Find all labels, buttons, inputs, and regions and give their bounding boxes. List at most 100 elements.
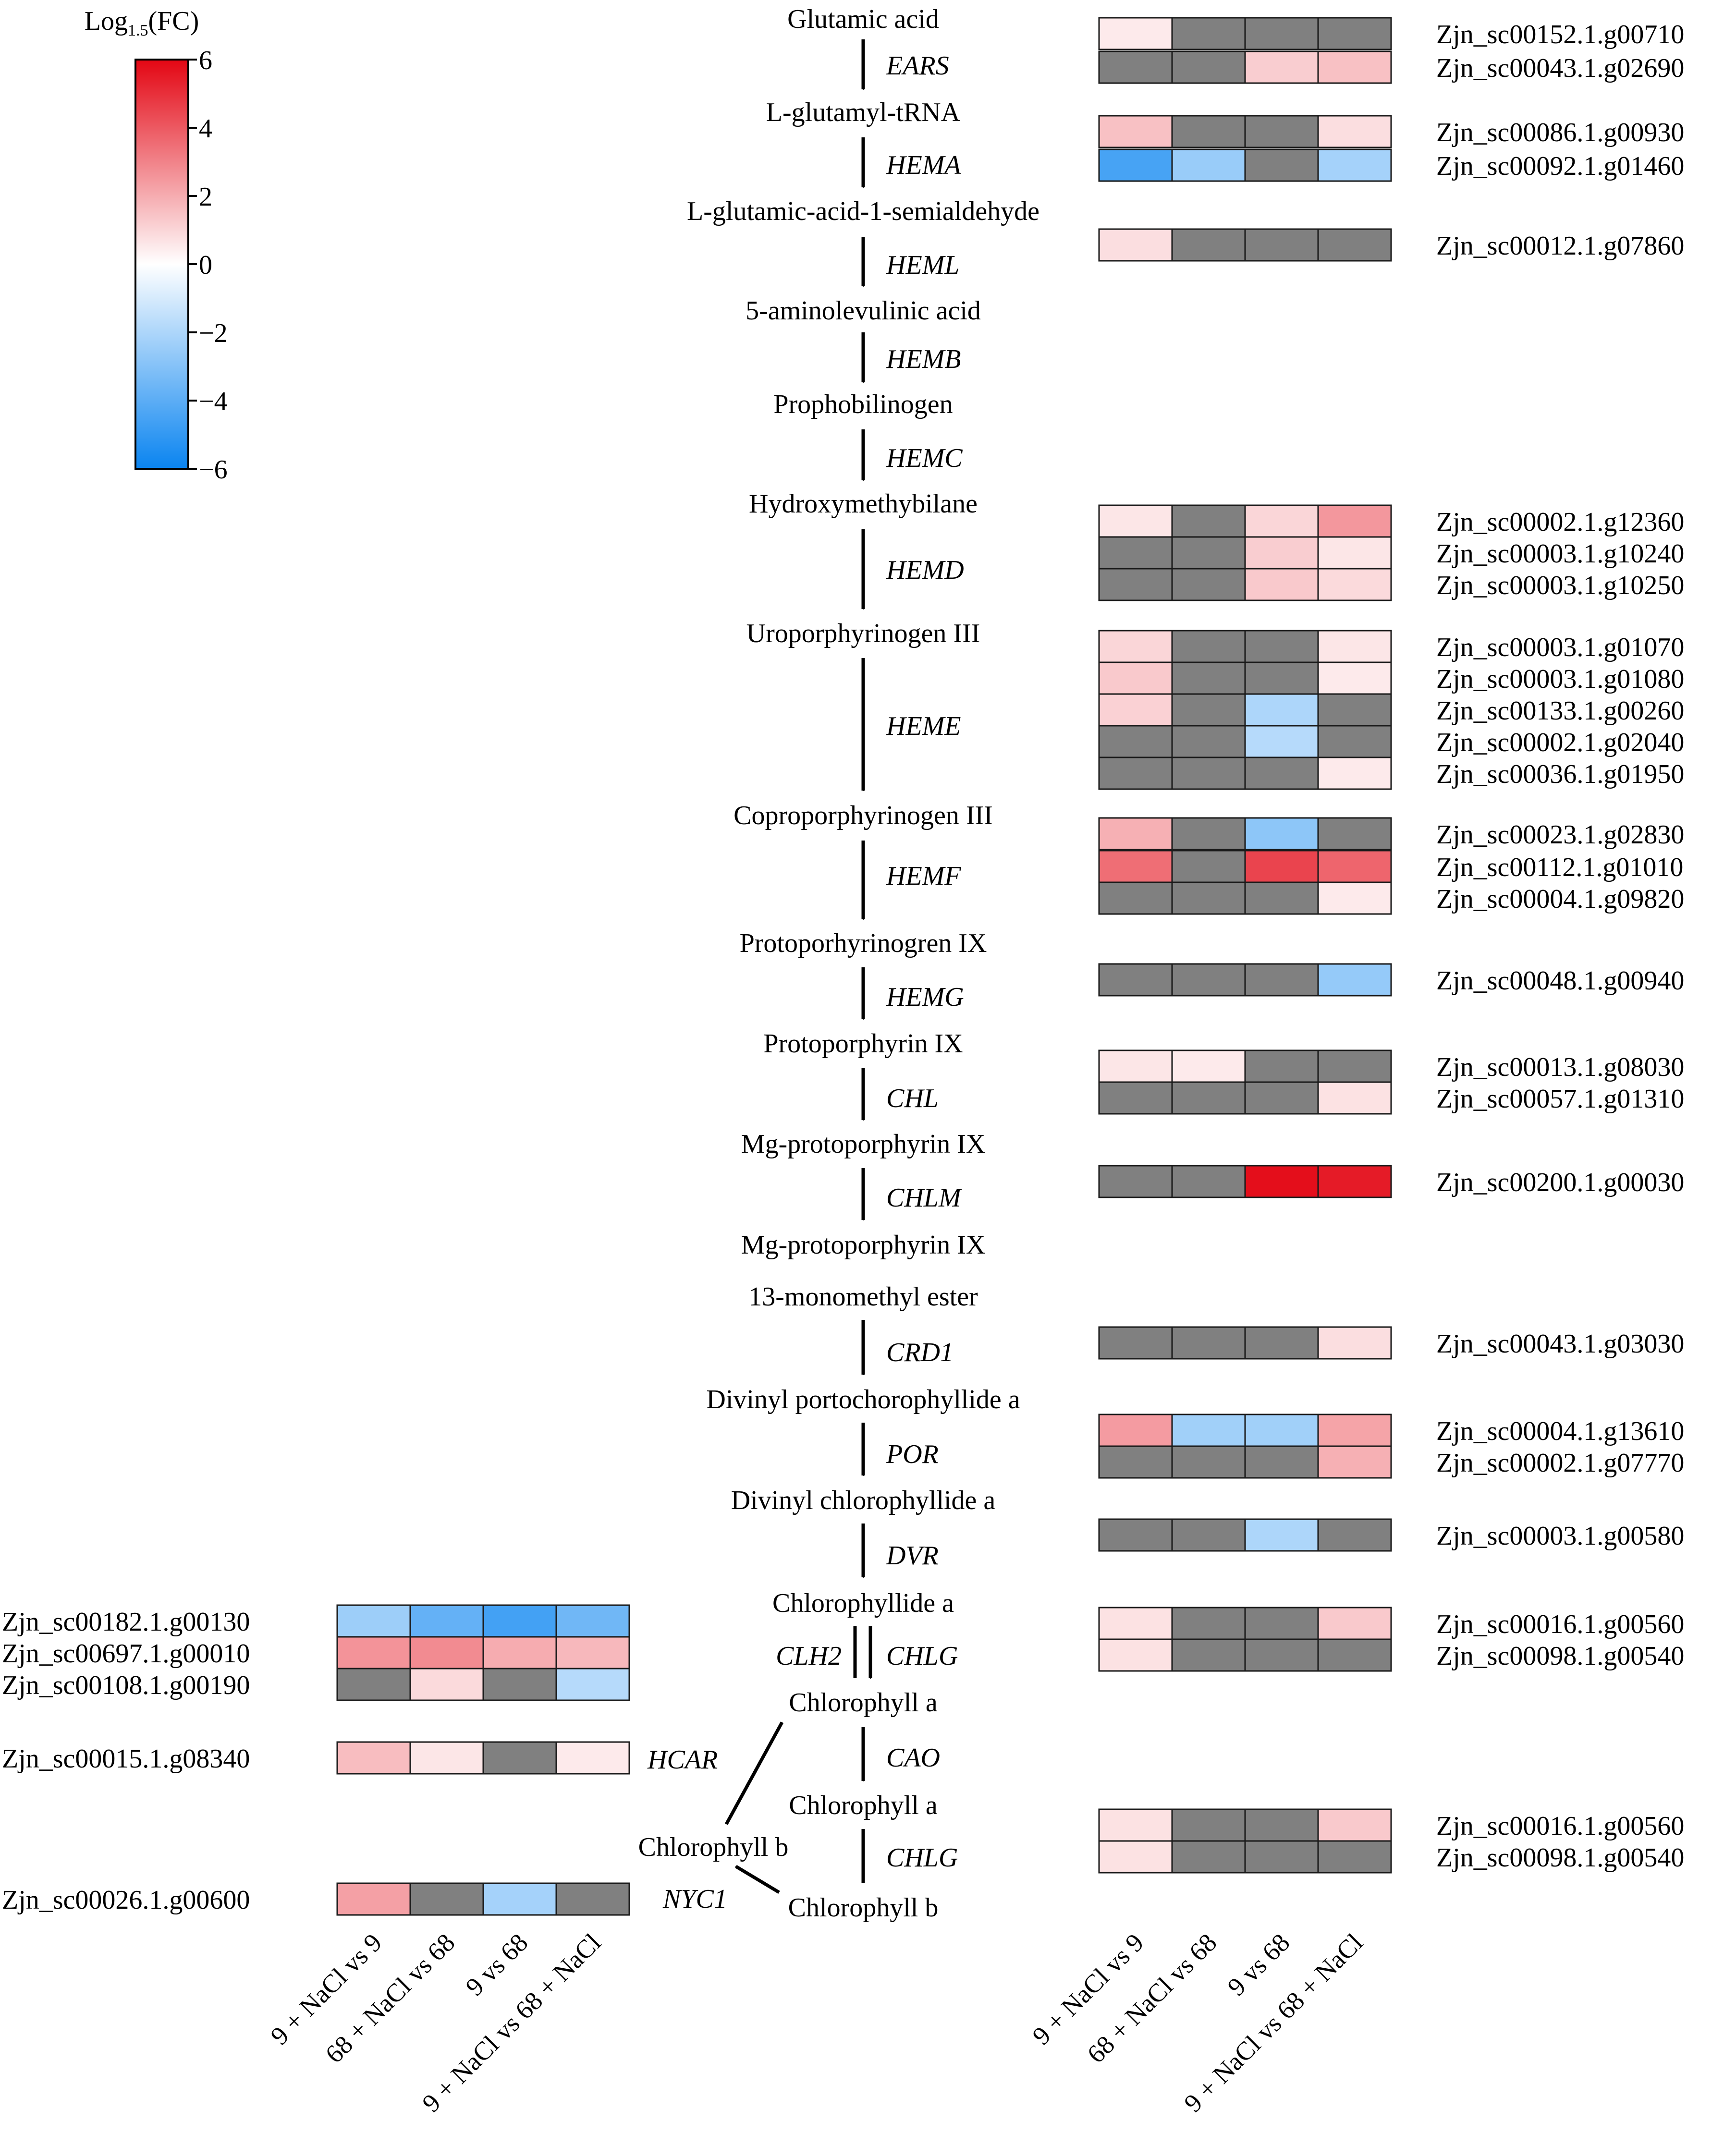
heatmap-cell bbox=[1098, 881, 1173, 915]
heatmap-cell bbox=[1244, 50, 1319, 84]
heatmap-cell bbox=[1244, 1049, 1319, 1083]
heatmap-cell bbox=[1171, 630, 1246, 663]
heatmap-cell bbox=[1317, 228, 1392, 262]
metabolite-5-aminolevulinic-acid: 5-aminolevulinic acid bbox=[746, 296, 981, 326]
heatmap-cell bbox=[1098, 228, 1173, 262]
heatmap-cell bbox=[1171, 115, 1246, 148]
enzyme-dvr: DVR bbox=[886, 1541, 939, 1571]
heatmap-cell bbox=[482, 1668, 557, 1701]
gene-label: Zjn_sc00012.1.g07860 bbox=[1436, 231, 1684, 261]
heatmap-cell bbox=[1098, 756, 1173, 790]
heatmap-cell bbox=[1098, 504, 1173, 538]
heatmap-cell bbox=[1244, 1326, 1319, 1360]
heatmap-cell bbox=[1317, 504, 1392, 538]
heatmap-cell bbox=[1098, 630, 1173, 663]
gene-label: Zjn_sc00004.1.g13610 bbox=[1436, 1416, 1684, 1446]
heatmap-right: Zjn_sc00152.1.g00710 Zjn_sc00043.1.g02690… bbox=[1098, 17, 1684, 1874]
heatmap-cell bbox=[336, 1636, 411, 1670]
heatmap-cell bbox=[336, 1604, 411, 1638]
gene-label: Zjn_sc00003.1.g01080 bbox=[1436, 664, 1684, 694]
enzyme-por: POR bbox=[886, 1439, 939, 1469]
heatmap-cell bbox=[555, 1741, 630, 1775]
heatmap-cell bbox=[1098, 1165, 1173, 1198]
enzyme-labels: EARS HEMA HEML HEMB HEMC HEMD HEME HEMF … bbox=[647, 51, 964, 1914]
heatmap-cell bbox=[1098, 1607, 1173, 1640]
heatmap-cell bbox=[1244, 756, 1319, 790]
heatmap-cell bbox=[1317, 756, 1392, 790]
column-label: 9 vs 68 bbox=[1222, 1928, 1296, 2001]
heatmap-cell bbox=[1171, 1808, 1246, 1842]
enzyme-hemc: HEMC bbox=[886, 443, 963, 473]
gene-label: Zjn_sc00092.1.g01460 bbox=[1436, 151, 1684, 181]
heatmap-cell bbox=[1171, 1049, 1246, 1083]
heatmap-cell bbox=[1171, 661, 1246, 695]
heatmap-cell bbox=[1171, 817, 1246, 851]
heatmap-cell bbox=[1098, 1638, 1173, 1672]
heatmap-cell bbox=[1171, 536, 1246, 570]
heatmap-cell bbox=[1244, 725, 1319, 758]
heatmap-cell bbox=[1317, 1081, 1392, 1115]
heatmap-cell bbox=[1098, 148, 1173, 182]
heatmap-cell bbox=[1317, 630, 1392, 663]
legend-colorbar bbox=[134, 59, 189, 470]
heatmap-cell bbox=[1244, 881, 1319, 915]
metabolite-divinyl-chlorophyllide-a: Divinyl chlorophyllide a bbox=[731, 1486, 996, 1515]
heatmap-cell bbox=[1171, 725, 1246, 758]
heatmap-cell bbox=[1244, 1081, 1319, 1115]
column-label: 68 + NaCl vs 68 bbox=[1081, 1928, 1222, 2069]
gene-label: Zjn_sc00098.1.g00540 bbox=[1436, 1641, 1684, 1671]
enzyme-clh2: CLH2 bbox=[776, 1641, 842, 1671]
heatmap-cell bbox=[1244, 148, 1319, 182]
heatmap-cell bbox=[1244, 504, 1319, 538]
gene-label: Zjn_sc00003.1.g01070 bbox=[1436, 633, 1684, 662]
metabolite-divinyl-protochlorophyllide-a: Divinyl portochorophyllide a bbox=[706, 1385, 1020, 1414]
heatmap-cell bbox=[1098, 115, 1173, 148]
heatmap-cell bbox=[482, 1882, 557, 1916]
legend-tick-label: 0 bbox=[199, 250, 212, 280]
heatmap-cell bbox=[1098, 17, 1173, 50]
arrow-nyc1 bbox=[736, 1865, 780, 1894]
gene-label: Zjn_sc00057.1.g01310 bbox=[1436, 1084, 1684, 1114]
heatmap-cell bbox=[1171, 50, 1246, 84]
heatmap-cell bbox=[1244, 1414, 1319, 1447]
heatmap-cell bbox=[1098, 1414, 1173, 1447]
metabolite-protoporphyrin-ix: Protoporphyrin IX bbox=[763, 1029, 963, 1059]
legend-tick-label: 2 bbox=[199, 182, 212, 212]
heatmap-cell bbox=[1098, 1049, 1173, 1083]
heatmap-cell bbox=[1098, 725, 1173, 758]
enzyme-heml: HEML bbox=[886, 250, 959, 280]
heatmap-cell bbox=[1317, 1049, 1392, 1083]
heatmap-cell bbox=[1171, 1518, 1246, 1552]
legend-tick-label: 6 bbox=[199, 46, 212, 75]
heatmap-cell bbox=[1171, 17, 1246, 50]
metabolite-chlorophyll-a-2: Chlorophyll a bbox=[789, 1791, 938, 1820]
enzyme-nyc1: NYC1 bbox=[662, 1884, 727, 1914]
metabolite-13-monomethyl-ester: 13-monomethyl ester bbox=[748, 1282, 978, 1312]
heatmap-cell bbox=[1171, 881, 1246, 915]
heatmap-cell bbox=[1098, 50, 1173, 84]
heatmap-cell bbox=[1317, 1840, 1392, 1874]
pathway-arrows bbox=[724, 39, 872, 1894]
heatmap-cell bbox=[409, 1604, 484, 1638]
heatmap-cell bbox=[1317, 1518, 1392, 1552]
heatmap-cell bbox=[1244, 115, 1319, 148]
heatmap-cell bbox=[555, 1604, 630, 1638]
enzyme-hemf: HEMF bbox=[886, 861, 961, 891]
heatmap-cell bbox=[1098, 1518, 1173, 1552]
heatmap-cell bbox=[409, 1741, 484, 1775]
heatmap-cell bbox=[1244, 1445, 1319, 1479]
heatmap-cell bbox=[1098, 1081, 1173, 1115]
heatmap-cell bbox=[409, 1636, 484, 1670]
heatmap-cell bbox=[1244, 850, 1319, 883]
heatmap-cell bbox=[1317, 817, 1392, 851]
metabolite-mg-protoporphyrin-ix-2: Mg-protoporphyrin IX bbox=[741, 1230, 986, 1260]
metabolite-uroporphyrinogen-iii: Uroporphyrinogen III bbox=[746, 619, 980, 648]
enzyme-hemd: HEMD bbox=[886, 555, 964, 585]
heatmap-cell bbox=[1317, 17, 1392, 50]
legend-tick-label: 4 bbox=[199, 114, 212, 144]
enzyme-hemb: HEMB bbox=[886, 344, 961, 374]
gene-label: Zjn_sc00043.1.g03030 bbox=[1436, 1329, 1684, 1359]
gene-label: Zjn_sc00003.1.g00580 bbox=[1436, 1521, 1684, 1551]
gene-label: Zjn_sc00016.1.g00560 bbox=[1436, 1811, 1684, 1841]
metabolite-l-glutamic-acid-1-semialdehyde: L-glutamic-acid-1-semialdehyde bbox=[687, 196, 1039, 226]
